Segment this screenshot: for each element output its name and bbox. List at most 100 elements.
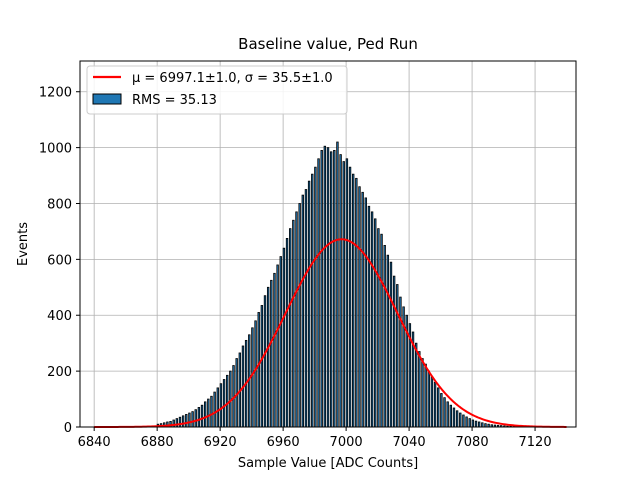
histogram-bar [370, 211, 374, 428]
legend-histogram-swatch [92, 93, 122, 105]
histogram-bar [254, 320, 257, 428]
x-tick-label: 7000 [330, 435, 363, 450]
histogram-bar [455, 410, 459, 428]
histogram-bar [279, 256, 282, 428]
histogram-bar [336, 141, 339, 428]
histogram-bar [421, 358, 424, 428]
histogram-bar [481, 422, 484, 428]
histogram-bar [251, 327, 254, 428]
legend: μ = 6997.1±1.0, σ = 35.5±1.0 RMS = 35.13 [86, 65, 348, 115]
histogram-bar [352, 173, 355, 428]
histogram-bar [270, 279, 273, 428]
histogram-bar [222, 379, 226, 428]
legend-box [86, 65, 348, 115]
histogram-bar [459, 412, 462, 428]
histogram-bar [203, 401, 207, 428]
histogram-bar [181, 415, 185, 428]
legend-histogram-label: RMS = 35.13 [132, 93, 217, 108]
histogram-bar [389, 261, 393, 428]
histogram-bar [326, 147, 330, 428]
histogram-bar [392, 275, 396, 428]
histogram-bar [339, 154, 342, 428]
histogram-bar [194, 409, 197, 428]
histogram-bar [484, 423, 487, 428]
gaussian-fit-line [94, 238, 567, 428]
y-tick-label: 0 [64, 421, 72, 436]
histogram-bar [311, 173, 314, 428]
x-tick-label: 7080 [456, 435, 489, 450]
histogram-bar [474, 420, 478, 428]
y-axis-ticks: 0 200 400 600 800 1000 1200 [39, 86, 80, 436]
histogram-bar [443, 397, 446, 428]
histogram-bar [462, 414, 465, 428]
histogram-bar [477, 421, 481, 428]
histogram-bar [424, 363, 427, 428]
histogram-bar [213, 391, 216, 428]
histogram-bar [414, 342, 418, 428]
histogram-bar [329, 151, 333, 428]
histogram-bar [437, 387, 440, 428]
histogram-bar [342, 161, 345, 428]
x-tick-label: 6840 [78, 435, 111, 450]
histogram-bar [320, 150, 323, 428]
histogram-bar [380, 233, 383, 428]
histogram-bar [323, 145, 327, 428]
chart-title: Baseline value, Ped Run [238, 35, 418, 53]
histogram-bar [396, 284, 399, 428]
histogram-bar [367, 205, 371, 428]
histogram-bar [452, 407, 456, 428]
histogram-bar [307, 180, 311, 428]
histogram-bar [433, 381, 437, 428]
legend-fit-label: μ = 6997.1±1.0, σ = 35.5±1.0 [132, 71, 333, 86]
histogram-bar [361, 191, 364, 428]
histogram-bar [210, 395, 213, 428]
histogram-bar [185, 414, 188, 428]
histogram-bar [226, 374, 229, 428]
y-axis-label: Events [16, 222, 31, 266]
histogram-bar [229, 370, 232, 428]
histogram-bar [355, 177, 358, 428]
histogram-bar [383, 244, 386, 428]
x-tick-label: 6880 [141, 435, 174, 450]
histogram-bar [285, 238, 289, 428]
histogram-bar [348, 166, 352, 428]
histogram-bar [289, 228, 292, 428]
histogram-bar [295, 211, 298, 428]
histogram-bar [273, 272, 276, 428]
histogram-bar [178, 416, 182, 428]
histogram-bar [314, 166, 317, 428]
histogram-bar [427, 370, 430, 428]
histogram-bar [175, 418, 179, 428]
plot-frame [79, 60, 577, 428]
histogram-bar [374, 218, 377, 428]
histogram-bar [465, 416, 468, 428]
histogram-bar [260, 305, 264, 428]
histogram-bar [301, 194, 304, 428]
histogram-bar [197, 407, 201, 428]
histogram-bar [418, 351, 421, 428]
y-tick-label: 1000 [39, 142, 72, 157]
histogram-bar [386, 254, 390, 428]
histogram-bar [304, 189, 308, 428]
histogram-bar [358, 186, 361, 428]
histogram-bar [471, 419, 475, 428]
y-tick-label: 200 [47, 365, 72, 380]
y-tick-label: 400 [47, 309, 72, 324]
y-tick-label: 600 [47, 253, 72, 268]
histogram-bar [263, 295, 267, 428]
y-tick-label: 800 [47, 197, 72, 212]
histogram-bar [266, 286, 270, 428]
histogram-bar [377, 228, 380, 428]
x-tick-label: 6960 [267, 435, 300, 450]
histogram-bar [446, 401, 449, 428]
histogram-bar [333, 150, 336, 428]
histogram-bar [282, 247, 286, 428]
y-tick-label: 1200 [39, 86, 72, 101]
histogram-bar [345, 158, 349, 428]
histogram-bar [216, 387, 219, 428]
histogram-bar [257, 312, 260, 428]
histogram-bar [191, 411, 194, 428]
x-tick-label: 6920 [204, 435, 237, 450]
